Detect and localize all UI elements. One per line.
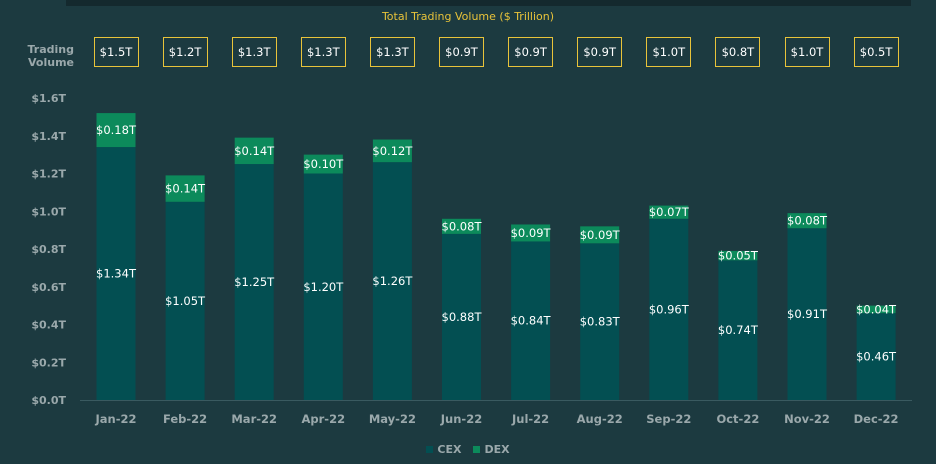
data-label-cex: $0.83T <box>580 315 621 329</box>
x-tick-label: Dec-22 <box>854 412 899 426</box>
data-label-cex: $1.34T <box>96 267 137 281</box>
bar-cex <box>372 162 412 400</box>
bar-cex <box>856 313 896 400</box>
x-tick-label: May-22 <box>369 412 416 426</box>
bar-dex <box>96 113 136 148</box>
total-volume-box: $1.5T <box>93 37 139 67</box>
data-label-cex: $1.26T <box>372 274 413 288</box>
data-label-cex: $0.96T <box>649 302 690 316</box>
total-volume-box: $1.0T <box>646 37 692 67</box>
bar-cex <box>234 164 274 400</box>
bar-cex <box>649 218 689 400</box>
data-label-dex: $0.14T <box>234 144 275 158</box>
bar-dex <box>372 139 412 163</box>
bar-cex <box>787 228 827 400</box>
bar-dex <box>442 218 481 234</box>
bar-dex <box>234 137 274 165</box>
data-label-dex: $0.07T <box>649 205 690 219</box>
total-volume-box: $1.3T <box>300 37 346 67</box>
x-tick-label: Nov-22 <box>784 412 830 426</box>
bar-dex <box>511 224 551 242</box>
total-volume-box: $1.3T <box>369 37 415 67</box>
x-tick-label: Sep-22 <box>646 412 691 426</box>
total-volume-box: $1.2T <box>162 37 208 67</box>
x-tick-label: Jun-22 <box>440 412 482 426</box>
x-tick-label: Aug-22 <box>577 412 623 426</box>
data-label-cex: $1.05T <box>165 294 206 308</box>
chart-title: Total Trading Volume ($ Trillion) <box>381 10 555 23</box>
y-tick-label: $1.0T <box>31 205 66 218</box>
data-label-cex: $0.74T <box>718 323 759 337</box>
bar-cex <box>96 147 136 400</box>
total-volume-box: $0.9T <box>508 37 554 67</box>
data-label-dex: $0.08T <box>442 219 483 233</box>
total-volume-box: $0.9T <box>439 37 484 67</box>
bar-cex <box>718 260 758 400</box>
bar-cex <box>165 201 205 400</box>
data-label-dex: $0.05T <box>718 249 759 263</box>
data-label-cex: $0.84T <box>511 314 552 328</box>
legend: CEX DEX <box>0 443 936 456</box>
total-volume-box: $1.0T <box>784 37 830 67</box>
total-volume-box: $0.5T <box>853 37 899 67</box>
y-tick-label: $0.4T <box>31 319 66 332</box>
legend-item-dex: DEX <box>473 443 510 456</box>
y-tick-label: $0.2T <box>31 356 66 369</box>
y-tick-label: $0.8T <box>31 243 66 256</box>
y-tick-label: $1.2T <box>31 168 66 181</box>
trading-volume-label-line2: Volume <box>28 56 74 69</box>
data-label-dex: $0.12T <box>372 144 413 158</box>
legend-label-cex: CEX <box>437 443 462 456</box>
bar-dex <box>856 305 896 314</box>
bar-dex <box>580 226 620 244</box>
legend-label-dex: DEX <box>484 443 510 456</box>
data-label-cex: $0.91T <box>787 307 828 321</box>
data-label-dex: $0.18T <box>96 123 137 137</box>
bar-dex <box>787 213 827 229</box>
data-label-dex: $0.10T <box>303 157 344 171</box>
data-label-cex: $0.46T <box>856 350 897 364</box>
y-tick-label: $1.4T <box>31 130 66 143</box>
data-label-cex: $1.25T <box>234 275 275 289</box>
trading-volume-row-label: Trading Volume <box>6 43 75 69</box>
top-band <box>66 0 911 6</box>
data-label-dex: $0.09T <box>580 228 621 242</box>
bar-dex <box>649 205 689 219</box>
bar-cex <box>511 241 551 400</box>
legend-item-cex: CEX <box>426 443 461 456</box>
bar-cex <box>580 243 620 400</box>
legend-swatch-dex <box>473 446 481 453</box>
data-label-dex: $0.09T <box>511 226 552 240</box>
bar-cex <box>442 233 481 400</box>
x-tick-label: Mar-22 <box>231 412 277 426</box>
y-tick-label: $0.6T <box>31 281 66 294</box>
total-volume-box: $1.3T <box>231 37 277 67</box>
x-tick-label: Jan-22 <box>94 412 136 426</box>
legend-swatch-cex <box>426 446 434 453</box>
bar-dex <box>718 250 758 261</box>
data-label-cex: $1.20T <box>303 280 344 294</box>
bar-dex <box>165 175 205 202</box>
bar-dex <box>303 154 343 174</box>
data-label-dex: $0.14T <box>165 182 206 196</box>
trading-volume-label-line1: Trading <box>27 43 75 56</box>
total-volume-box: $0.9T <box>577 37 623 67</box>
x-tick-label: Jul-22 <box>511 412 549 426</box>
x-tick-label: Feb-22 <box>163 412 207 426</box>
data-label-dex: $0.04T <box>856 302 897 316</box>
x-tick-label: Apr-22 <box>302 412 346 426</box>
y-tick-label: $0.0T <box>31 394 66 407</box>
total-volume-box: $0.8T <box>715 37 761 67</box>
x-tick-label: Oct-22 <box>716 412 759 426</box>
bar-cex <box>303 173 343 400</box>
data-label-dex: $0.08T <box>787 214 828 228</box>
data-label-cex: $0.88T <box>442 310 483 324</box>
y-tick-label: $1.6T <box>31 92 66 105</box>
